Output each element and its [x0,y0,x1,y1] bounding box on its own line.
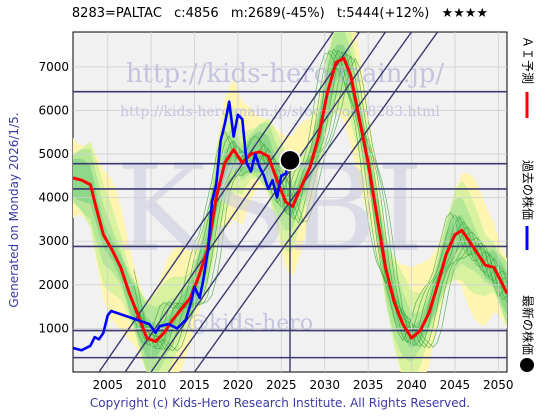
x-tick-label: 2020 [223,378,254,392]
trend-line [124,32,361,372]
y-tick-label: 7000 [38,60,69,74]
x-tick-label: 2010 [136,378,167,392]
ai-forecast-line [73,56,507,343]
scenario-line [133,53,507,351]
x-tick-label: 2040 [396,378,427,392]
scenario-line [133,52,507,345]
current-price: c:4856 [174,6,219,21]
x-tick-label: 2030 [309,378,340,392]
x-tick-label: 2045 [440,378,471,392]
y-tick-label: 4000 [38,191,69,205]
legend-latest-label: 最新の株価 [521,295,536,355]
target-forecast: t:5444(+12%) [336,6,430,21]
y-tick-label: 5000 [38,147,69,161]
trend-line [193,32,439,372]
chart-header: 8283=PALTAC c:4856 m:2689(-45%) t:5444(+… [0,6,560,24]
legend-past-label: 過去の株価 [521,160,536,220]
min-forecast: m:2689(-45%) [230,6,325,21]
x-tick-label: 2050 [483,378,514,392]
y-tick-label: 6000 [38,103,69,117]
y-tick-label: 1000 [38,321,69,335]
stock-code-name: 8283=PALTAC [71,6,162,21]
scenario-line [133,51,507,350]
x-tick-label: 2015 [179,378,210,392]
legend-latest-swatch [520,358,534,372]
watermark-site: @kids-hero [187,311,313,336]
trend-line [150,32,387,372]
y-tick-label: 3000 [38,234,69,248]
watermark-url: http://kids-hero.main.jp/ [126,59,445,89]
latest-price-marker [279,149,301,172]
copyright-text: Copyright (c) Kids-Hero Research Institu… [89,396,471,410]
x-tick-label: 2005 [92,378,123,392]
x-tick-label: 2025 [266,378,297,392]
x-tick-label: 2035 [353,378,384,392]
star-rating: ★★★★ [441,6,489,21]
watermark-page: http://kids-hero.main.jp/stock/code8283.… [120,104,440,120]
y-tick-label: 2000 [38,278,69,292]
legend-ai-label: ＡＩ予測 [521,36,535,84]
past-price-line [73,100,292,352]
